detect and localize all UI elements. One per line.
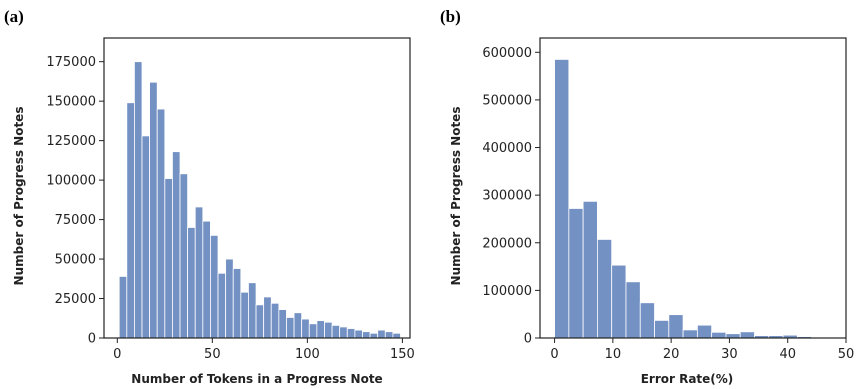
- chart-a-ytick-label: 25000: [55, 292, 96, 307]
- chart-a-bar: [301, 318, 310, 339]
- chart-b-bar: [739, 331, 755, 339]
- chart-a-ytick-label: 75000: [55, 213, 96, 228]
- chart-a-bar: [362, 331, 371, 339]
- chart-b-ytick-label: 100000: [482, 284, 532, 299]
- chart-a-bar: [369, 332, 379, 339]
- chart-a-bar: [286, 317, 295, 339]
- chart-a-bar: [384, 331, 394, 339]
- chart-b-xtick-label: 40: [779, 347, 796, 362]
- chart-a-ylabel: Number of Progress Notes: [12, 107, 26, 286]
- panel-label-b: (b): [440, 7, 461, 26]
- chart-b-xtick-label: 0: [550, 347, 558, 362]
- chart-a-bar: [194, 206, 204, 339]
- chart-b-ytick-label: 200000: [482, 236, 532, 251]
- chart-a-ytick-label: 150000: [46, 95, 96, 110]
- chart-a-bar: [164, 178, 173, 339]
- chart-a-bar: [392, 332, 401, 339]
- chart-a-bar: [232, 268, 242, 339]
- chart-b-xtick-label: 50: [838, 347, 855, 362]
- chart-b-ylabel: Number of Progress Notes: [449, 107, 463, 286]
- chart-a-bar: [263, 296, 272, 339]
- chart-a-bar: [202, 220, 211, 339]
- chart-b-bar: [639, 302, 655, 339]
- chart-a-bar: [179, 173, 189, 339]
- chart-b-ytick-label: 0: [524, 332, 532, 347]
- chart-b-ytick-label: 400000: [482, 141, 532, 156]
- chart-b-bar: [625, 281, 641, 339]
- chart-a-bar: [225, 258, 234, 339]
- chart-a-frame: [103, 37, 411, 339]
- chart-b-bar: [597, 239, 613, 339]
- chart-a-bar: [270, 302, 280, 339]
- chart-b-bars: [554, 59, 841, 339]
- chart-b-bar: [682, 329, 698, 339]
- chart-b-bar: [568, 208, 584, 339]
- chart-b-xlabel: Error Rate(%): [641, 372, 734, 386]
- chart-a-bar: [126, 102, 135, 339]
- chart-b-bar: [725, 333, 741, 339]
- chart-a-bar: [240, 291, 249, 339]
- chart-a-ytick-label: 100000: [46, 174, 96, 189]
- panel-label-a: (a): [4, 7, 24, 26]
- chart-a-xtick-label: 100: [295, 347, 320, 362]
- chart-a-bar: [324, 321, 333, 339]
- chart-a-bar: [134, 61, 143, 339]
- chart-a-ytick-label: 0: [88, 332, 96, 347]
- chart-a-ytick-label: 175000: [46, 55, 96, 70]
- chart-a-bar: [217, 272, 227, 339]
- chart-a-xticks: 0 50 100 150: [113, 338, 415, 362]
- chart-b-xtick-label: 10: [605, 347, 622, 362]
- chart-a-bar: [293, 312, 303, 339]
- chart-b-ytick-label: 300000: [482, 189, 532, 204]
- chart-a-ytick-label: 50000: [55, 253, 96, 268]
- chart-b-bar: [611, 264, 627, 339]
- chart-a-bar: [118, 276, 128, 339]
- chart-a-bar: [339, 326, 348, 339]
- chart-b-bar: [696, 324, 713, 339]
- chart-a-xlabel: Number of Tokens in a Progress Note: [131, 372, 382, 386]
- chart-a-bar: [316, 320, 325, 339]
- chart-a-bar: [156, 108, 166, 339]
- chart-b-xtick-label: 20: [663, 347, 680, 362]
- chart-b-bar: [582, 200, 598, 339]
- chart-b-bar: [654, 319, 670, 339]
- chart-b-ytick-label: 500000: [482, 93, 532, 108]
- chart-a-bar: [278, 309, 287, 339]
- chart-a-bar: [210, 234, 219, 339]
- chart-b: (b) Number of Progress Notes Error Rate(…: [440, 7, 854, 386]
- chart-a-bars: [118, 61, 401, 339]
- chart-b-bar: [711, 331, 727, 339]
- chart-a-bar: [255, 304, 265, 339]
- chart-a-xtick-label: 50: [204, 347, 221, 362]
- chart-b-frame: [539, 37, 847, 339]
- chart-a-bar: [149, 81, 158, 339]
- chart-a-bar: [354, 329, 363, 339]
- chart-a-bar: [248, 282, 257, 339]
- chart-a-bar: [187, 227, 196, 339]
- chart-a-bar: [377, 329, 386, 339]
- chart-b-ytick-label: 600000: [482, 46, 532, 61]
- chart-a-ytick-label: 125000: [46, 134, 96, 149]
- chart-a: (a) Number of Progress Notes Number of T…: [4, 7, 415, 386]
- chart-a-yticks: 0 25000 50000 75000 100000 125000 150000 175000: [46, 55, 104, 347]
- chart-a-xtick-label: 0: [113, 347, 121, 362]
- chart-b-bar: [668, 314, 684, 339]
- chart-a-bar: [172, 151, 181, 339]
- chart-a-xtick-label: 150: [390, 347, 415, 362]
- chart-a-bar: [141, 135, 151, 339]
- chart-a-bar: [331, 324, 341, 339]
- chart-a-bar: [308, 323, 318, 339]
- chart-a-bar: [346, 328, 356, 339]
- chart-b-bar: [554, 59, 570, 339]
- chart-b-xtick-label: 30: [721, 347, 738, 362]
- chart-b-xticks: 0 10 20 30 40 50: [550, 338, 854, 362]
- chart-b-yticks: 0 100000 200000 300000 400000 500000 600000: [482, 46, 540, 347]
